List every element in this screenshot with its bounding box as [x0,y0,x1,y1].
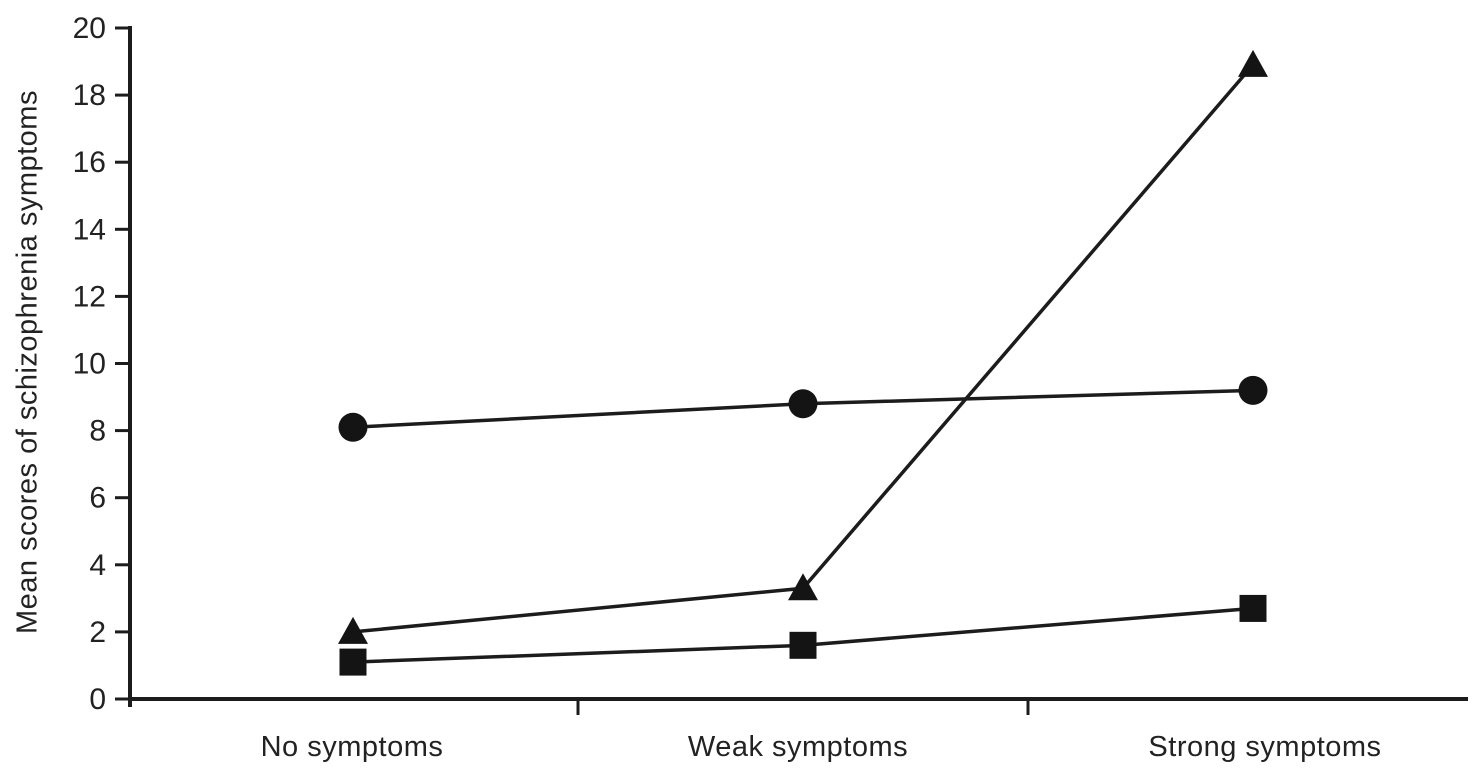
y-tick-label: 20 [73,12,106,45]
y-tick-label: 2 [89,616,106,649]
y-tick-label: 4 [89,549,106,582]
triangle-series-line [352,63,1255,634]
y-tick-label: 18 [73,79,106,112]
x-tick-label-weak-symptoms: Weak symptoms [687,731,909,763]
square-marker [789,631,817,659]
y-tick-label: 0 [89,683,106,716]
x-tick-label-no-symptoms: No symptoms [260,731,444,763]
circle-marker [338,412,368,442]
x-tick-label-strong-symptoms: Strong symptoms [1148,731,1382,763]
circle-marker [1238,375,1268,405]
y-tick-label: 12 [73,280,106,313]
y-tick-label: 6 [89,482,106,515]
y-axis-title: Mean scores of schizophrenia symptoms [11,90,44,634]
square-marker [339,648,367,676]
square-marker [1239,594,1267,622]
circle-marker [788,389,818,419]
y-tick-label: 8 [89,415,106,448]
y-tick-label: 14 [73,213,106,246]
triangle-marker [1238,49,1268,77]
triangle-marker [338,616,368,644]
y-tick-label: 10 [73,348,106,381]
y-tick-label: 16 [73,146,106,179]
triangle-marker [788,573,818,601]
